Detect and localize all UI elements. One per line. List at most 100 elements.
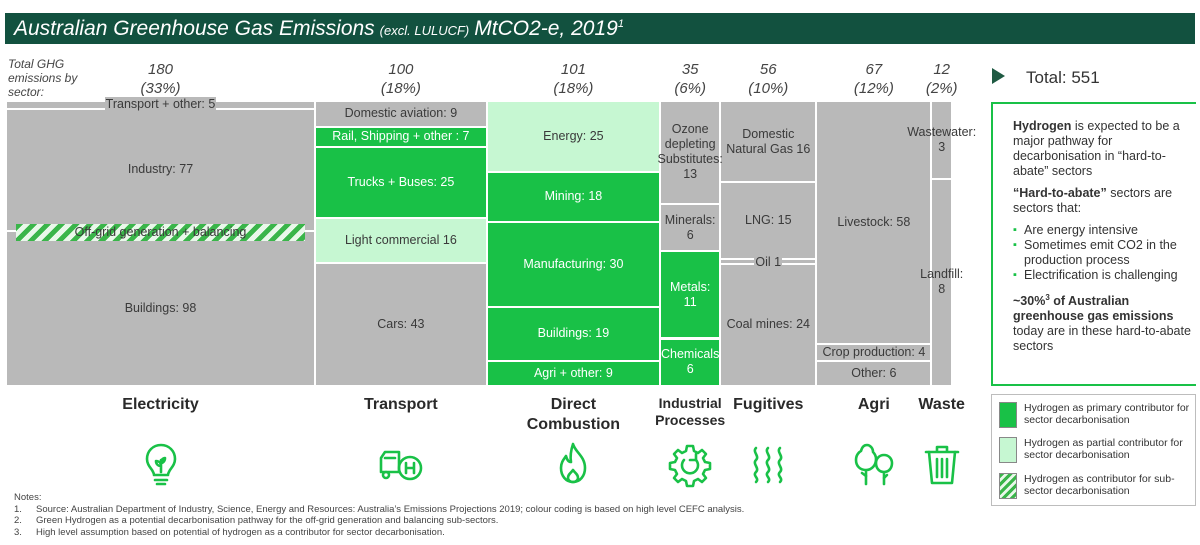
segment-label: Oil 1 bbox=[754, 254, 783, 270]
segment-label: Buildings: 98 bbox=[124, 300, 197, 315]
sector-name-0: Electricity bbox=[122, 396, 199, 413]
segment-4-1: LNG: 15 bbox=[720, 182, 817, 259]
sector-total-2: 101 (18%) bbox=[553, 61, 594, 97]
segment-label: Landfill: 8 bbox=[920, 267, 964, 297]
sector-name-1: Transport bbox=[363, 396, 438, 413]
overlay-offgrid-band: Off-grid generation + balancing bbox=[16, 224, 306, 241]
segment-label: Coal mines: 24 bbox=[726, 317, 810, 332]
legend-item-primary: Hydrogen as primary contributor for sect… bbox=[999, 402, 1194, 428]
segment-0-2: Buildings: 98 bbox=[6, 230, 316, 386]
segment-2-2: Manufacturing: 30 bbox=[486, 222, 661, 307]
segment-5-1: Crop production: 4 bbox=[816, 344, 932, 361]
segment-label: Transport + other: 5 bbox=[104, 97, 217, 112]
sector-name-5: Agri bbox=[857, 396, 890, 413]
segment-label: Cars: 43 bbox=[377, 317, 425, 332]
segment-2-3: Buildings: 19 bbox=[486, 306, 661, 361]
segment-label: LNG: 15 bbox=[745, 213, 792, 228]
segment-label: Manufacturing: 30 bbox=[523, 257, 624, 272]
tree-icon bbox=[854, 443, 894, 486]
sector-total-6: 12 (2%) bbox=[925, 61, 958, 97]
chart-title: Australian Greenhouse Gas Emissions bbox=[14, 16, 375, 40]
segment-label: Light commercial 16 bbox=[344, 233, 457, 248]
segment-2-0: Energy: 25 bbox=[486, 101, 661, 172]
note-item: 1. Source: Australian Department of Indus… bbox=[14, 503, 745, 515]
gear-icon bbox=[668, 444, 712, 488]
segment-label: Energy: 25 bbox=[543, 128, 604, 143]
y-label-line: Total GHG bbox=[8, 57, 65, 71]
legend-item-partial: Hydrogen as partial contributor for sect… bbox=[999, 437, 1194, 463]
segment-6-1: Landfill: 8 bbox=[920, 178, 963, 386]
y-label: Total GHG emissions by sector: bbox=[8, 57, 77, 99]
sector-name-3: Industrial Processes bbox=[655, 395, 726, 428]
bulb-icon bbox=[145, 443, 176, 486]
sector-name-2: Direct Combustion bbox=[526, 396, 621, 433]
segment-label: Domestic Natural Gas 16 bbox=[726, 126, 811, 156]
notes: Notes: 1. Source: Australian Department o… bbox=[14, 492, 744, 538]
overlay-label: Off-grid generation + balancing bbox=[74, 225, 247, 239]
segment-0-1: Industry: 77 bbox=[6, 108, 316, 231]
note-item: 3. High level assumption based on potenti… bbox=[14, 526, 445, 538]
segment-4-3: Coal mines: 24 bbox=[720, 263, 817, 386]
grand-total: Total: 551 bbox=[1026, 68, 1100, 87]
segment-0-0: Transport + other: 5 bbox=[6, 97, 316, 112]
segment-label: Minerals: 6 bbox=[664, 212, 716, 242]
segment-label: Chemicals 6 bbox=[660, 347, 720, 377]
segment-3-0: Ozone depleting Substitutes: 13 bbox=[657, 101, 723, 204]
info-box: Hydrogen is expected to be a major pathw… bbox=[991, 102, 1196, 386]
notes-heading: Notes: bbox=[14, 492, 42, 503]
bin-icon bbox=[924, 445, 959, 485]
segment-3-1: Minerals: 6 bbox=[660, 203, 721, 252]
info-bullet: Electrification is challenging bbox=[1013, 268, 1192, 283]
sector-total-3: 35 (6%) bbox=[674, 61, 707, 97]
segment-label: Wastewater: 3 bbox=[907, 124, 977, 154]
sector-name-4: Fugitives bbox=[733, 396, 804, 413]
segment-label: Livestock: 58 bbox=[837, 215, 911, 230]
segment-1-4: Cars: 43 bbox=[315, 263, 487, 386]
legend-swatch bbox=[999, 402, 1017, 428]
segment-3-3: Chemicals 6 bbox=[660, 338, 721, 386]
info-paragraph: ~30%3 of Australian greenhouse gas emiss… bbox=[1013, 293, 1191, 354]
segment-label: Ozone depleting Substitutes: 13 bbox=[657, 122, 723, 182]
segment-4-2: Oil 1 bbox=[720, 254, 817, 270]
segment-5-2: Other: 6 bbox=[816, 360, 932, 386]
info-paragraph: “Hard-to-abate” sectors are sectors that… bbox=[1013, 186, 1173, 215]
segment-label: Crop production: 4 bbox=[822, 344, 926, 359]
segment-3-2: Metals: 11 bbox=[660, 251, 721, 339]
note-item: 2. Green Hydrogen as a potential decarbon… bbox=[14, 515, 499, 526]
segment-2-4: Agri + other: 9 bbox=[486, 360, 661, 386]
segment-1-1: Rail, Shipping + other : 7 bbox=[315, 126, 487, 147]
sector-total-1: 100 (18%) bbox=[380, 61, 421, 97]
segment-2-1: Mining: 18 bbox=[486, 171, 661, 223]
fumes-icon bbox=[753, 446, 783, 484]
segment-label: Trucks + Buses: 25 bbox=[347, 174, 455, 189]
flame-icon bbox=[560, 442, 587, 484]
y-label-line: emissions by bbox=[8, 71, 78, 85]
info-bullet: Sometimes emit CO2 in the production pro… bbox=[1013, 238, 1192, 268]
legend: Hydrogen as primary contributor for sect… bbox=[991, 394, 1196, 506]
y-label-line: sector: bbox=[8, 85, 45, 99]
total-arrow-icon bbox=[992, 68, 1005, 84]
segment-1-3: Light commercial 16 bbox=[315, 217, 487, 264]
segment-4-0: Domestic Natural Gas 16 bbox=[720, 101, 817, 183]
segment-label: Rail, Shipping + other : 7 bbox=[332, 129, 470, 144]
segment-label: Agri + other: 9 bbox=[533, 365, 613, 380]
segment-6-0: Wastewater: 3 bbox=[907, 101, 976, 179]
segment-label: Domestic aviation: 9 bbox=[344, 106, 458, 121]
segment-label: Mining: 18 bbox=[544, 189, 603, 204]
chart-title-unit: MtCO2-e, 20191 bbox=[474, 16, 624, 40]
sector-total-5: 67 (12%) bbox=[853, 61, 894, 97]
legend-item-hatch: Hydrogen as contributor for sub-sector d… bbox=[999, 473, 1194, 499]
sector-total-0: 180 (33%) bbox=[140, 61, 181, 97]
segment-label: Other: 6 bbox=[851, 365, 897, 380]
info-bullet: Are energy intensive bbox=[1013, 223, 1192, 238]
chart-title-qualifier: (excl. LULUCF) bbox=[379, 23, 470, 38]
sector-total-4: 56 (10%) bbox=[748, 61, 789, 97]
segment-label: Buildings: 19 bbox=[537, 326, 610, 341]
title-bar: Australian Greenhouse Gas Emissions (exc… bbox=[5, 13, 1195, 44]
sector-name-6: Waste bbox=[918, 396, 965, 413]
hydrogen-truck-icon bbox=[379, 450, 423, 481]
legend-swatch bbox=[999, 437, 1017, 463]
segment-label: Industry: 77 bbox=[127, 162, 194, 177]
title-footnote-ref: 1 bbox=[617, 17, 624, 30]
info-paragraph: Hydrogen is expected to be a major pathw… bbox=[1013, 119, 1180, 178]
